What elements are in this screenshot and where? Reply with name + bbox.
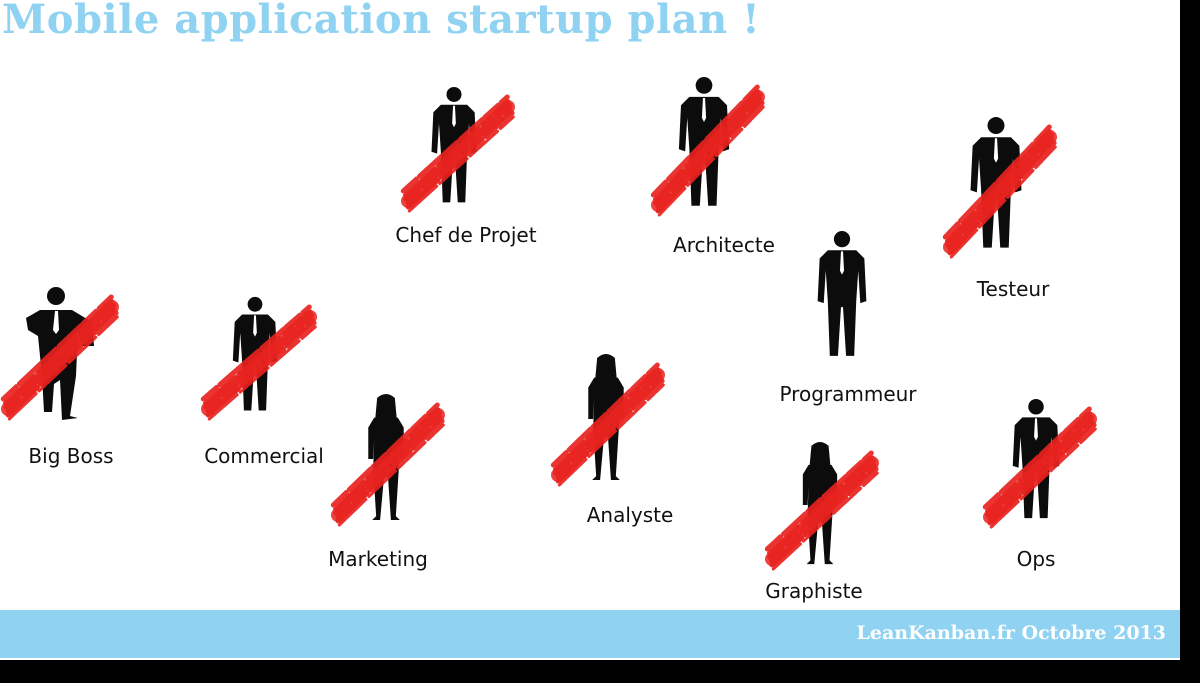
role-label-programmeur: Programmeur: [779, 382, 917, 406]
businessman-silhouette-icon: [982, 398, 1097, 529]
person-architecte: [650, 74, 766, 218]
person-ops: [982, 396, 1098, 530]
role-label-commercial: Commercial: [204, 444, 324, 468]
person-marketing: [330, 392, 446, 528]
businessman-silhouette-icon: [817, 231, 867, 356]
footer-bar: LeanKanban.fr Octobre 2013: [0, 610, 1180, 658]
role-label-big-boss: Big Boss: [28, 444, 114, 468]
businessman-leaning-silhouette-icon: [0, 287, 119, 421]
role-label-ops: Ops: [1016, 547, 1056, 571]
businessman-silhouette-icon: [650, 77, 765, 217]
role-label-chef-de-projet: Chef de Projet: [395, 223, 537, 247]
slide: Mobile application startup plan ! Chef d…: [0, 0, 1180, 660]
footer-credit: LeanKanban.fr Octobre 2013: [856, 622, 1166, 644]
person-big-boss: [0, 284, 120, 422]
person-graphiste: [764, 440, 880, 572]
person-programmeur: [808, 228, 884, 368]
businesswoman-phone-silhouette-icon: [764, 442, 879, 571]
person-testeur: [942, 114, 1058, 260]
role-label-testeur: Testeur: [976, 277, 1050, 301]
role-label-graphiste: Graphiste: [765, 579, 863, 603]
person-analyste: [550, 352, 666, 488]
slide-title: Mobile application startup plan !: [2, 0, 761, 43]
businesswoman-silhouette-icon: [330, 394, 445, 527]
role-label-marketing: Marketing: [328, 547, 428, 571]
businessman-silhouette-icon: [942, 117, 1057, 259]
role-label-analyste: Analyste: [586, 503, 674, 527]
businesswoman-silhouette-icon: [550, 354, 665, 487]
businessman-silhouette-icon: [400, 86, 515, 213]
person-chef-de-projet: [400, 84, 516, 214]
businessman-silhouette-icon: [200, 296, 317, 421]
role-label-architecte: Architecte: [673, 233, 775, 257]
person-commercial: [200, 294, 318, 422]
